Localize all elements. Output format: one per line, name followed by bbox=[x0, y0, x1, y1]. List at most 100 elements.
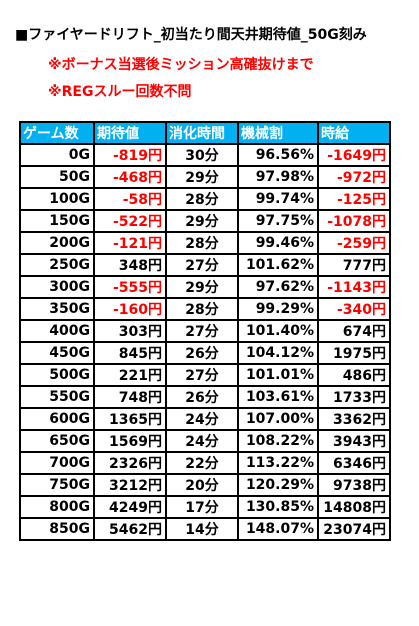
table-row: 0G -819円 30分 96.56% -1649円 bbox=[19, 143, 391, 167]
table-row: 750G 3212円 20分 120.29% 9738円 bbox=[19, 473, 391, 497]
cell-time: 28分 bbox=[165, 187, 239, 211]
cell-games: 850G bbox=[19, 517, 95, 541]
cell-expected-value: 4249円 bbox=[93, 495, 167, 519]
cell-time: 27分 bbox=[165, 253, 239, 277]
note-reg-through: ※REGスルー回数不問 bbox=[48, 84, 192, 100]
cell-games: 450G bbox=[19, 341, 95, 365]
cell-time: 20分 bbox=[165, 473, 239, 497]
cell-expected-value: 1365円 bbox=[93, 407, 167, 431]
cell-games: 800G bbox=[19, 495, 95, 519]
cell-expected-value: 2326円 bbox=[93, 451, 167, 475]
table-row: 500G 221円 27分 101.01% 486円 bbox=[19, 363, 391, 387]
header-hourly-wage: 時給 bbox=[317, 121, 391, 145]
cell-payout-rate: 97.75% bbox=[237, 209, 319, 233]
cell-games: 100G bbox=[19, 187, 95, 211]
cell-games: 150G bbox=[19, 209, 95, 233]
cell-payout-rate: 130.85% bbox=[237, 495, 319, 519]
cell-hourly-wage: -340円 bbox=[317, 297, 391, 321]
cell-games: 400G bbox=[19, 319, 95, 343]
table-row: 600G 1365円 24分 107.00% 3362円 bbox=[19, 407, 391, 431]
cell-hourly-wage: -259円 bbox=[317, 231, 391, 255]
table-row: 650G 1569円 24分 108.22% 3943円 bbox=[19, 429, 391, 453]
cell-expected-value: 3212円 bbox=[93, 473, 167, 497]
cell-payout-rate: 97.98% bbox=[237, 165, 319, 189]
cell-payout-rate: 99.46% bbox=[237, 231, 319, 255]
cell-payout-rate: 99.29% bbox=[237, 297, 319, 321]
cell-time: 29分 bbox=[165, 165, 239, 189]
cell-payout-rate: 96.56% bbox=[237, 143, 319, 167]
cell-hourly-wage: 777円 bbox=[317, 253, 391, 277]
table-row: 50G -468円 29分 97.98% -972円 bbox=[19, 165, 391, 189]
cell-games: 600G bbox=[19, 407, 95, 431]
table-row: 350G -160円 28分 99.29% -340円 bbox=[19, 297, 391, 321]
cell-expected-value: -58円 bbox=[93, 187, 167, 211]
table-row: 450G 845円 26分 104.12% 1975円 bbox=[19, 341, 391, 365]
table-row: 850G 5462円 14分 148.07% 23074円 bbox=[19, 517, 391, 541]
cell-hourly-wage: 3943円 bbox=[317, 429, 391, 453]
cell-games: 550G bbox=[19, 385, 95, 409]
table-row: 800G 4249円 17分 130.85% 14808円 bbox=[19, 495, 391, 519]
cell-hourly-wage: 3362円 bbox=[317, 407, 391, 431]
cell-hourly-wage: 6346円 bbox=[317, 451, 391, 475]
cell-games: 300G bbox=[19, 275, 95, 299]
cell-payout-rate: 97.62% bbox=[237, 275, 319, 299]
cell-time: 22分 bbox=[165, 451, 239, 475]
table-row: 150G -522円 29分 97.75% -1078円 bbox=[19, 209, 391, 233]
cell-games: 350G bbox=[19, 297, 95, 321]
cell-payout-rate: 107.00% bbox=[237, 407, 319, 431]
cell-payout-rate: 108.22% bbox=[237, 429, 319, 453]
cell-payout-rate: 103.61% bbox=[237, 385, 319, 409]
table-row: 300G -555円 29分 97.62% -1143円 bbox=[19, 275, 391, 299]
cell-expected-value: -160円 bbox=[93, 297, 167, 321]
cell-hourly-wage: 486円 bbox=[317, 363, 391, 387]
cell-expected-value: -819円 bbox=[93, 143, 167, 167]
cell-time: 26分 bbox=[165, 341, 239, 365]
cell-time: 28分 bbox=[165, 297, 239, 321]
cell-payout-rate: 113.22% bbox=[237, 451, 319, 475]
cell-payout-rate: 101.62% bbox=[237, 253, 319, 277]
table-row: 100G -58円 28分 99.74% -125円 bbox=[19, 187, 391, 211]
cell-hourly-wage: -1649円 bbox=[317, 143, 391, 167]
table-row: 400G 303円 27分 101.40% 674円 bbox=[19, 319, 391, 343]
cell-expected-value: -468円 bbox=[93, 165, 167, 189]
cell-time: 24分 bbox=[165, 407, 239, 431]
cell-games: 650G bbox=[19, 429, 95, 453]
cell-expected-value: -121円 bbox=[93, 231, 167, 255]
cell-games: 700G bbox=[19, 451, 95, 475]
cell-time: 27分 bbox=[165, 319, 239, 343]
expected-value-table: ゲーム数 期待値 消化時間 機械割 時給 0G -819円 30分 96.56% -16… bbox=[19, 121, 391, 541]
header-expected-value: 期待値 bbox=[93, 121, 167, 145]
cell-hourly-wage: 1733円 bbox=[317, 385, 391, 409]
cell-expected-value: 303円 bbox=[93, 319, 167, 343]
cell-games: 0G bbox=[19, 143, 95, 167]
cell-time: 14分 bbox=[165, 517, 239, 541]
cell-hourly-wage: 23074円 bbox=[317, 517, 391, 541]
cell-expected-value: 748円 bbox=[93, 385, 167, 409]
cell-payout-rate: 101.01% bbox=[237, 363, 319, 387]
cell-hourly-wage: -972円 bbox=[317, 165, 391, 189]
cell-hourly-wage: -125円 bbox=[317, 187, 391, 211]
cell-time: 17分 bbox=[165, 495, 239, 519]
cell-expected-value: 1569円 bbox=[93, 429, 167, 453]
table-row: 200G -121円 28分 99.46% -259円 bbox=[19, 231, 391, 255]
cell-expected-value: 221円 bbox=[93, 363, 167, 387]
cell-payout-rate: 99.74% bbox=[237, 187, 319, 211]
table-row: 250G 348円 27分 101.62% 777円 bbox=[19, 253, 391, 277]
note-mission: ※ボーナス当選後ミッション高確抜けまで bbox=[48, 57, 314, 73]
cell-time: 26分 bbox=[165, 385, 239, 409]
table-row: 550G 748円 26分 103.61% 1733円 bbox=[19, 385, 391, 409]
table-row: 700G 2326円 22分 113.22% 6346円 bbox=[19, 451, 391, 475]
cell-hourly-wage: 1975円 bbox=[317, 341, 391, 365]
cell-hourly-wage: 14808円 bbox=[317, 495, 391, 519]
cell-hourly-wage: -1143円 bbox=[317, 275, 391, 299]
cell-time: 28分 bbox=[165, 231, 239, 255]
table-header-row: ゲーム数 期待値 消化時間 機械割 時給 bbox=[19, 121, 391, 145]
cell-payout-rate: 104.12% bbox=[237, 341, 319, 365]
cell-hourly-wage: -1078円 bbox=[317, 209, 391, 233]
header-time: 消化時間 bbox=[165, 121, 239, 145]
cell-time: 27分 bbox=[165, 363, 239, 387]
cell-games: 500G bbox=[19, 363, 95, 387]
cell-payout-rate: 101.40% bbox=[237, 319, 319, 343]
page-title: ■ファイヤードリフト_初当たり間天井期待値_50G刻み bbox=[15, 27, 367, 43]
